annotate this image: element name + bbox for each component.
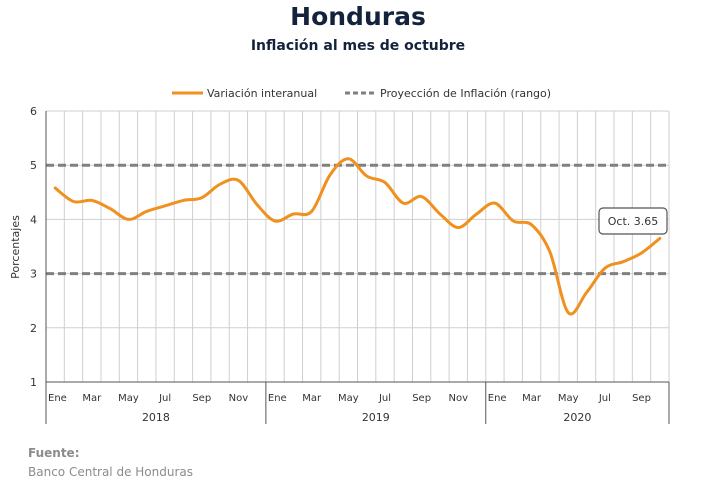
- source-label: Fuente:: [28, 446, 80, 460]
- legend: Variación interanual Proyección de Infla…: [172, 87, 551, 100]
- y-tick-label: 6: [30, 105, 37, 118]
- y-tick-label: 4: [30, 213, 37, 226]
- annotation-box: [598, 207, 668, 235]
- x-year-label: 2019: [362, 411, 390, 424]
- y-axis-title: Porcentajes: [9, 215, 22, 279]
- x-month-label: Sep: [632, 393, 651, 404]
- x-month-label: Nov: [449, 393, 469, 404]
- annotation-text: Oct. 3.65: [608, 215, 659, 228]
- x-month-label: Sep: [412, 393, 431, 404]
- x-month-label: May: [118, 393, 139, 404]
- x-month-label: Mar: [302, 393, 322, 404]
- x-month-label: May: [338, 393, 359, 404]
- x-month-label: May: [558, 393, 579, 404]
- legend-label-series-2: Proyección de Inflación (rango): [380, 87, 551, 100]
- x-month-label: Ene: [268, 393, 287, 404]
- y-tick-label: 1: [30, 376, 37, 389]
- x-month-label: Nov: [229, 393, 249, 404]
- y-tick-label: 3: [30, 268, 37, 281]
- legend-label-series-1: Variación interanual: [207, 87, 317, 100]
- inflation-line-chart: Variación interanual Proyección de Infla…: [9, 87, 670, 424]
- x-month-label: Mar: [82, 393, 102, 404]
- x-month-label: Jul: [158, 393, 171, 404]
- x-month-label: Ene: [488, 393, 507, 404]
- y-tick-label: 2: [30, 322, 37, 335]
- x-month-label: Jul: [378, 393, 391, 404]
- x-month-label: Sep: [192, 393, 211, 404]
- x-month-label: Ene: [48, 393, 67, 404]
- x-year-label: 2018: [142, 411, 170, 424]
- chart-subtitle: Inflación al mes de octubre: [250, 38, 466, 54]
- annotation-callout: Oct. 3.65: [598, 207, 668, 235]
- y-tick-label: 5: [30, 159, 37, 172]
- plot-area: 1 2 3 4 5 6 Ene Mar May Jul Sep Nov Ene Mar May Jul Sep N…: [30, 105, 670, 424]
- x-year-label: 2020: [563, 411, 591, 424]
- source-text: Banco Central de Honduras: [28, 465, 193, 479]
- x-month-label: Jul: [598, 393, 611, 404]
- chart-title: Honduras: [290, 2, 426, 31]
- series-line-variacion-interanual: [53, 157, 662, 316]
- x-month-label: Mar: [522, 393, 542, 404]
